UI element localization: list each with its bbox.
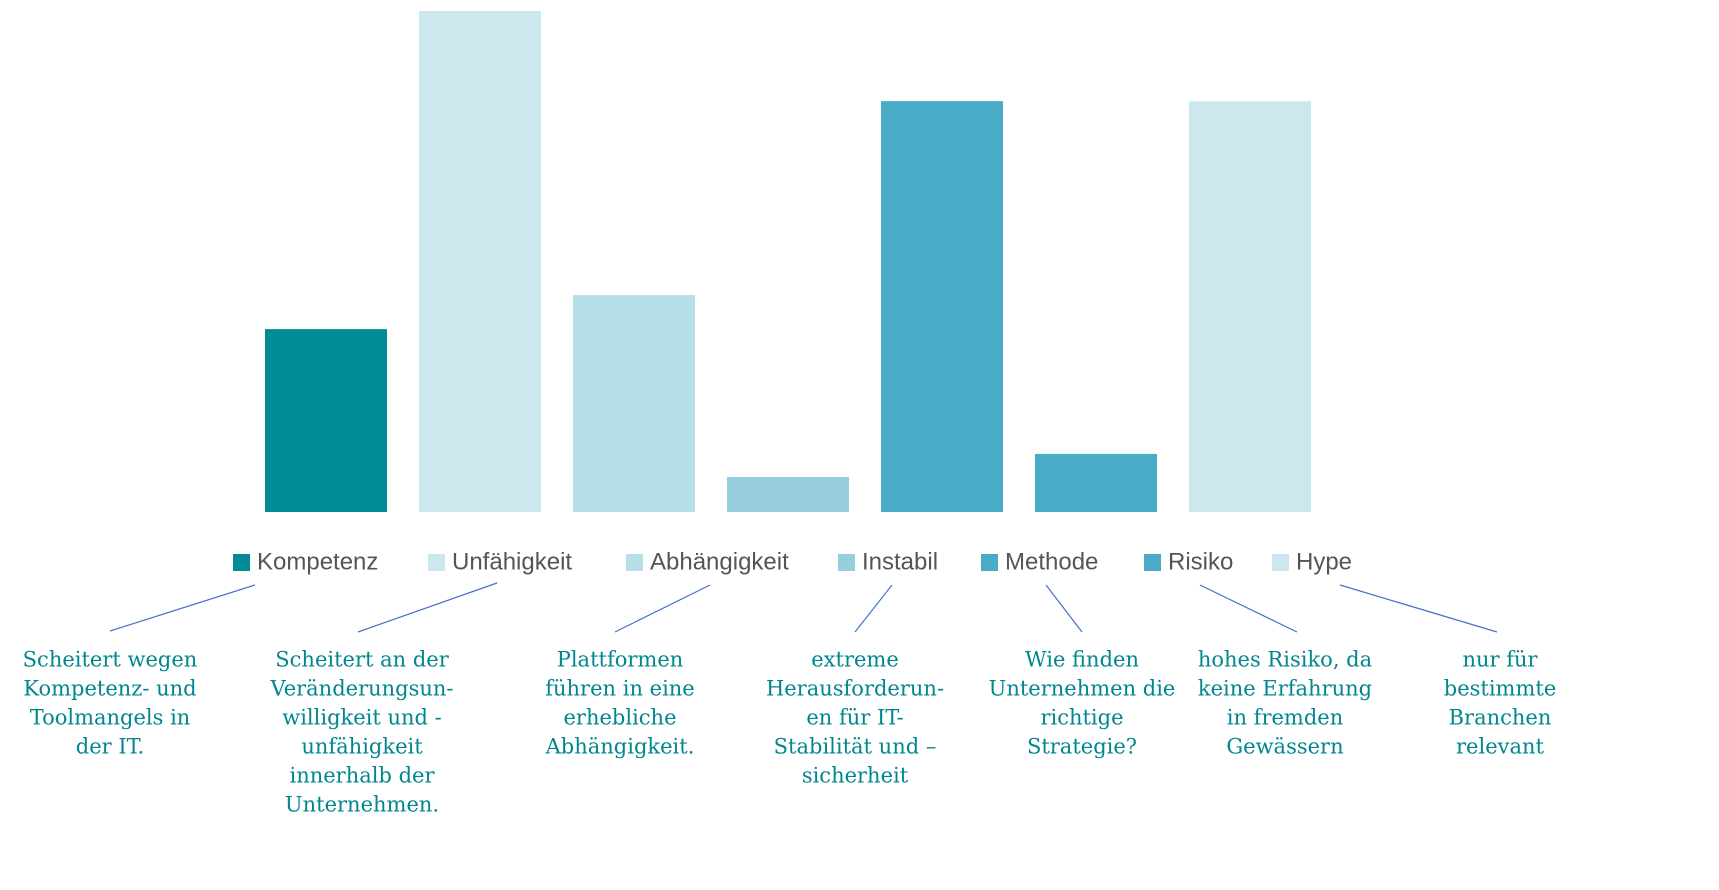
annotation-line: in fremden — [1227, 706, 1343, 730]
annotation-line: Veränderungsun- — [269, 677, 453, 701]
bar — [419, 11, 541, 512]
annotation-line: nur für — [1462, 648, 1538, 672]
legend-swatch — [838, 554, 855, 571]
legend-label: Methode — [1005, 548, 1098, 575]
bar — [265, 329, 387, 512]
annotation-line: richtige — [1040, 706, 1123, 730]
bar — [727, 476, 849, 512]
annotation-line: Scheitert wegen — [23, 648, 198, 672]
annotation-line: willigkeit und - — [282, 706, 442, 730]
legend-swatch — [233, 554, 250, 571]
annotation-line: Scheitert an der — [275, 648, 449, 672]
annotation-line: Toolmangels in — [30, 706, 191, 730]
leader-line — [357, 582, 498, 633]
legend-swatch — [981, 554, 998, 571]
annotation-line: keine Erfahrung — [1198, 677, 1372, 701]
legend-swatch — [626, 554, 643, 571]
legend-label: Kompetenz — [257, 548, 378, 575]
bar — [573, 295, 695, 512]
legend-swatch — [428, 554, 445, 571]
annotation-line: Herausforderun- — [766, 677, 944, 701]
annotation-line: relevant — [1456, 735, 1545, 759]
leader-line — [1199, 584, 1298, 633]
annotation-line: unfähigkeit — [301, 735, 423, 759]
bar — [881, 101, 1003, 513]
annotation-line: hohes Risiko, da — [1198, 648, 1372, 672]
leader-line — [1045, 584, 1083, 633]
annotation-line: Stabilität und – — [774, 735, 937, 759]
annotation-line: sicherheit — [802, 764, 909, 788]
leader-line — [109, 584, 256, 632]
annotation-line: Abhängigkeit. — [545, 735, 695, 759]
legend-label: Abhängigkeit — [650, 548, 789, 575]
leader-line — [614, 584, 711, 633]
annotation-line: erhebliche — [563, 706, 676, 730]
bar — [1035, 453, 1157, 512]
annotation-line: innerhalb der — [289, 764, 435, 788]
annotation-line: extreme — [811, 648, 899, 672]
annotation-line: führen in eine — [545, 677, 695, 701]
annotation-line: Plattformen — [557, 648, 684, 672]
annotation-line: Unternehmen. — [285, 793, 439, 817]
legend-label: Unfähigkeit — [452, 548, 572, 575]
legend-label: Risiko — [1168, 548, 1233, 575]
legend-label: Hype — [1296, 548, 1352, 575]
leader-lines — [109, 582, 1498, 633]
legend-swatch — [1272, 554, 1289, 571]
annotation-line: der IT. — [76, 735, 144, 759]
annotation-line: Gewässern — [1226, 735, 1343, 759]
annotation-line: Wie finden — [1025, 648, 1139, 672]
leader-line — [1339, 584, 1498, 633]
annotation-line: Unternehmen die — [989, 677, 1176, 701]
annotation-line: en für IT- — [806, 706, 903, 730]
legend-label: Instabil — [862, 548, 938, 575]
annotation-line: Kompetenz- und — [23, 677, 196, 701]
annotation-line: Strategie? — [1027, 735, 1137, 759]
annotation-line: bestimmte — [1444, 677, 1557, 701]
annotation-line: Branchen — [1449, 706, 1552, 730]
bar — [1189, 101, 1311, 513]
legend-swatch — [1144, 554, 1161, 571]
leader-line — [854, 584, 893, 633]
